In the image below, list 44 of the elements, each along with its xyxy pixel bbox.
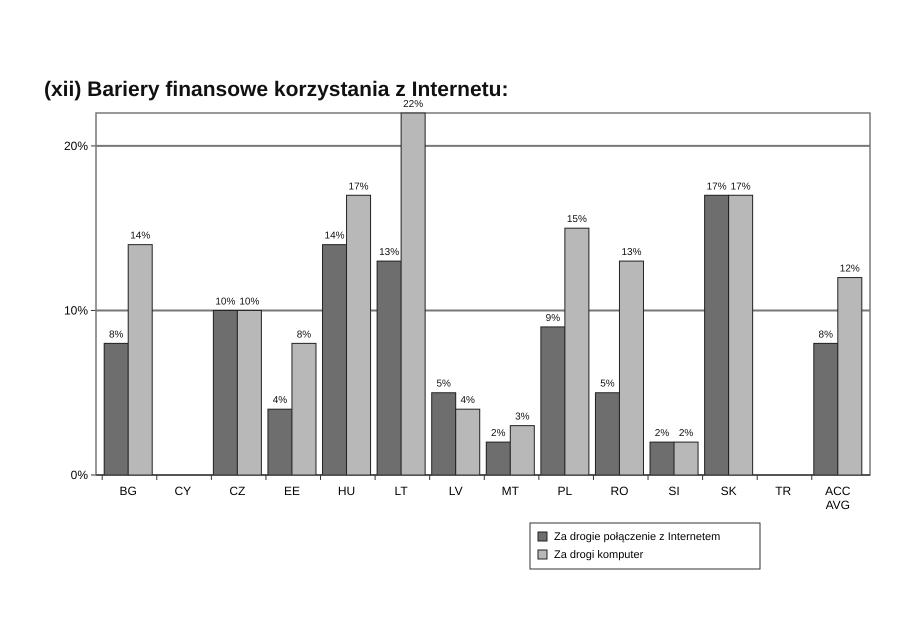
x-tick-label: ACC AVG: [825, 484, 851, 512]
data-label: 10%: [239, 296, 260, 308]
data-label: 9%: [546, 312, 560, 324]
data-label: 22%: [403, 99, 424, 110]
data-label: 3%: [515, 412, 530, 423]
y-tick-label: 0%: [70, 468, 88, 482]
x-tick-label: CZ: [229, 484, 246, 498]
legend-label: Za drogi komputer: [554, 549, 644, 561]
x-tick-label: LV: [448, 484, 463, 498]
data-label: 13%: [379, 247, 400, 258]
data-label: 14%: [130, 230, 150, 242]
data-label: 5%: [600, 378, 615, 390]
x-tick-label: SK: [720, 484, 737, 498]
data-label: 10%: [215, 296, 236, 308]
data-label: 8%: [108, 329, 124, 340]
x-tick-label: LT: [394, 484, 408, 498]
x-tick-label: BG: [120, 484, 137, 498]
x-tick-label: CY: [174, 484, 192, 498]
legend-label: Za drogie połączenie z Internetem: [554, 531, 720, 543]
data-label: 15%: [566, 214, 587, 226]
x-tick-label: RO: [610, 484, 628, 498]
data-label: 8%: [818, 329, 834, 340]
x-tick-label: MT: [502, 484, 520, 498]
chart-title: (xii) Bariery finansowe korzystania z Internetu:: [44, 78, 508, 101]
data-label: 4%: [272, 395, 288, 406]
data-label: 17%: [348, 181, 369, 192]
x-tick-label: PL: [558, 484, 573, 498]
y-tick-label: 10%: [64, 303, 88, 318]
data-label: 17%: [730, 181, 751, 192]
x-tick-label: TR: [775, 484, 792, 498]
data-label: 8%: [296, 329, 312, 340]
data-label: 2%: [491, 428, 506, 440]
data-label: 5%: [436, 378, 452, 390]
data-label: 4%: [460, 395, 476, 406]
x-tick-label: HU: [338, 484, 356, 498]
data-label: 13%: [621, 247, 642, 258]
y-tick-label: 20%: [64, 138, 88, 153]
data-label: 2%: [654, 428, 670, 440]
x-tick-label: SI: [668, 484, 680, 498]
data-label: 14%: [324, 230, 345, 242]
data-label: 2%: [678, 428, 694, 440]
data-label: 17%: [706, 181, 727, 192]
x-tick-label: EE: [284, 484, 300, 498]
data-label: 12%: [840, 264, 860, 275]
